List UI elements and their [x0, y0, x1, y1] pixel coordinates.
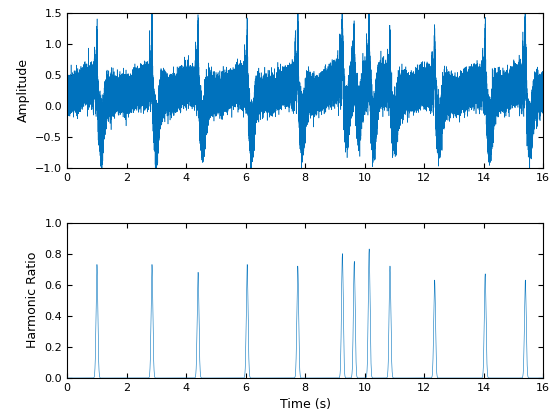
X-axis label: Time (s): Time (s) — [279, 399, 331, 412]
Y-axis label: Amplitude: Amplitude — [17, 58, 30, 122]
Y-axis label: Harmonic Ratio: Harmonic Ratio — [26, 252, 39, 349]
